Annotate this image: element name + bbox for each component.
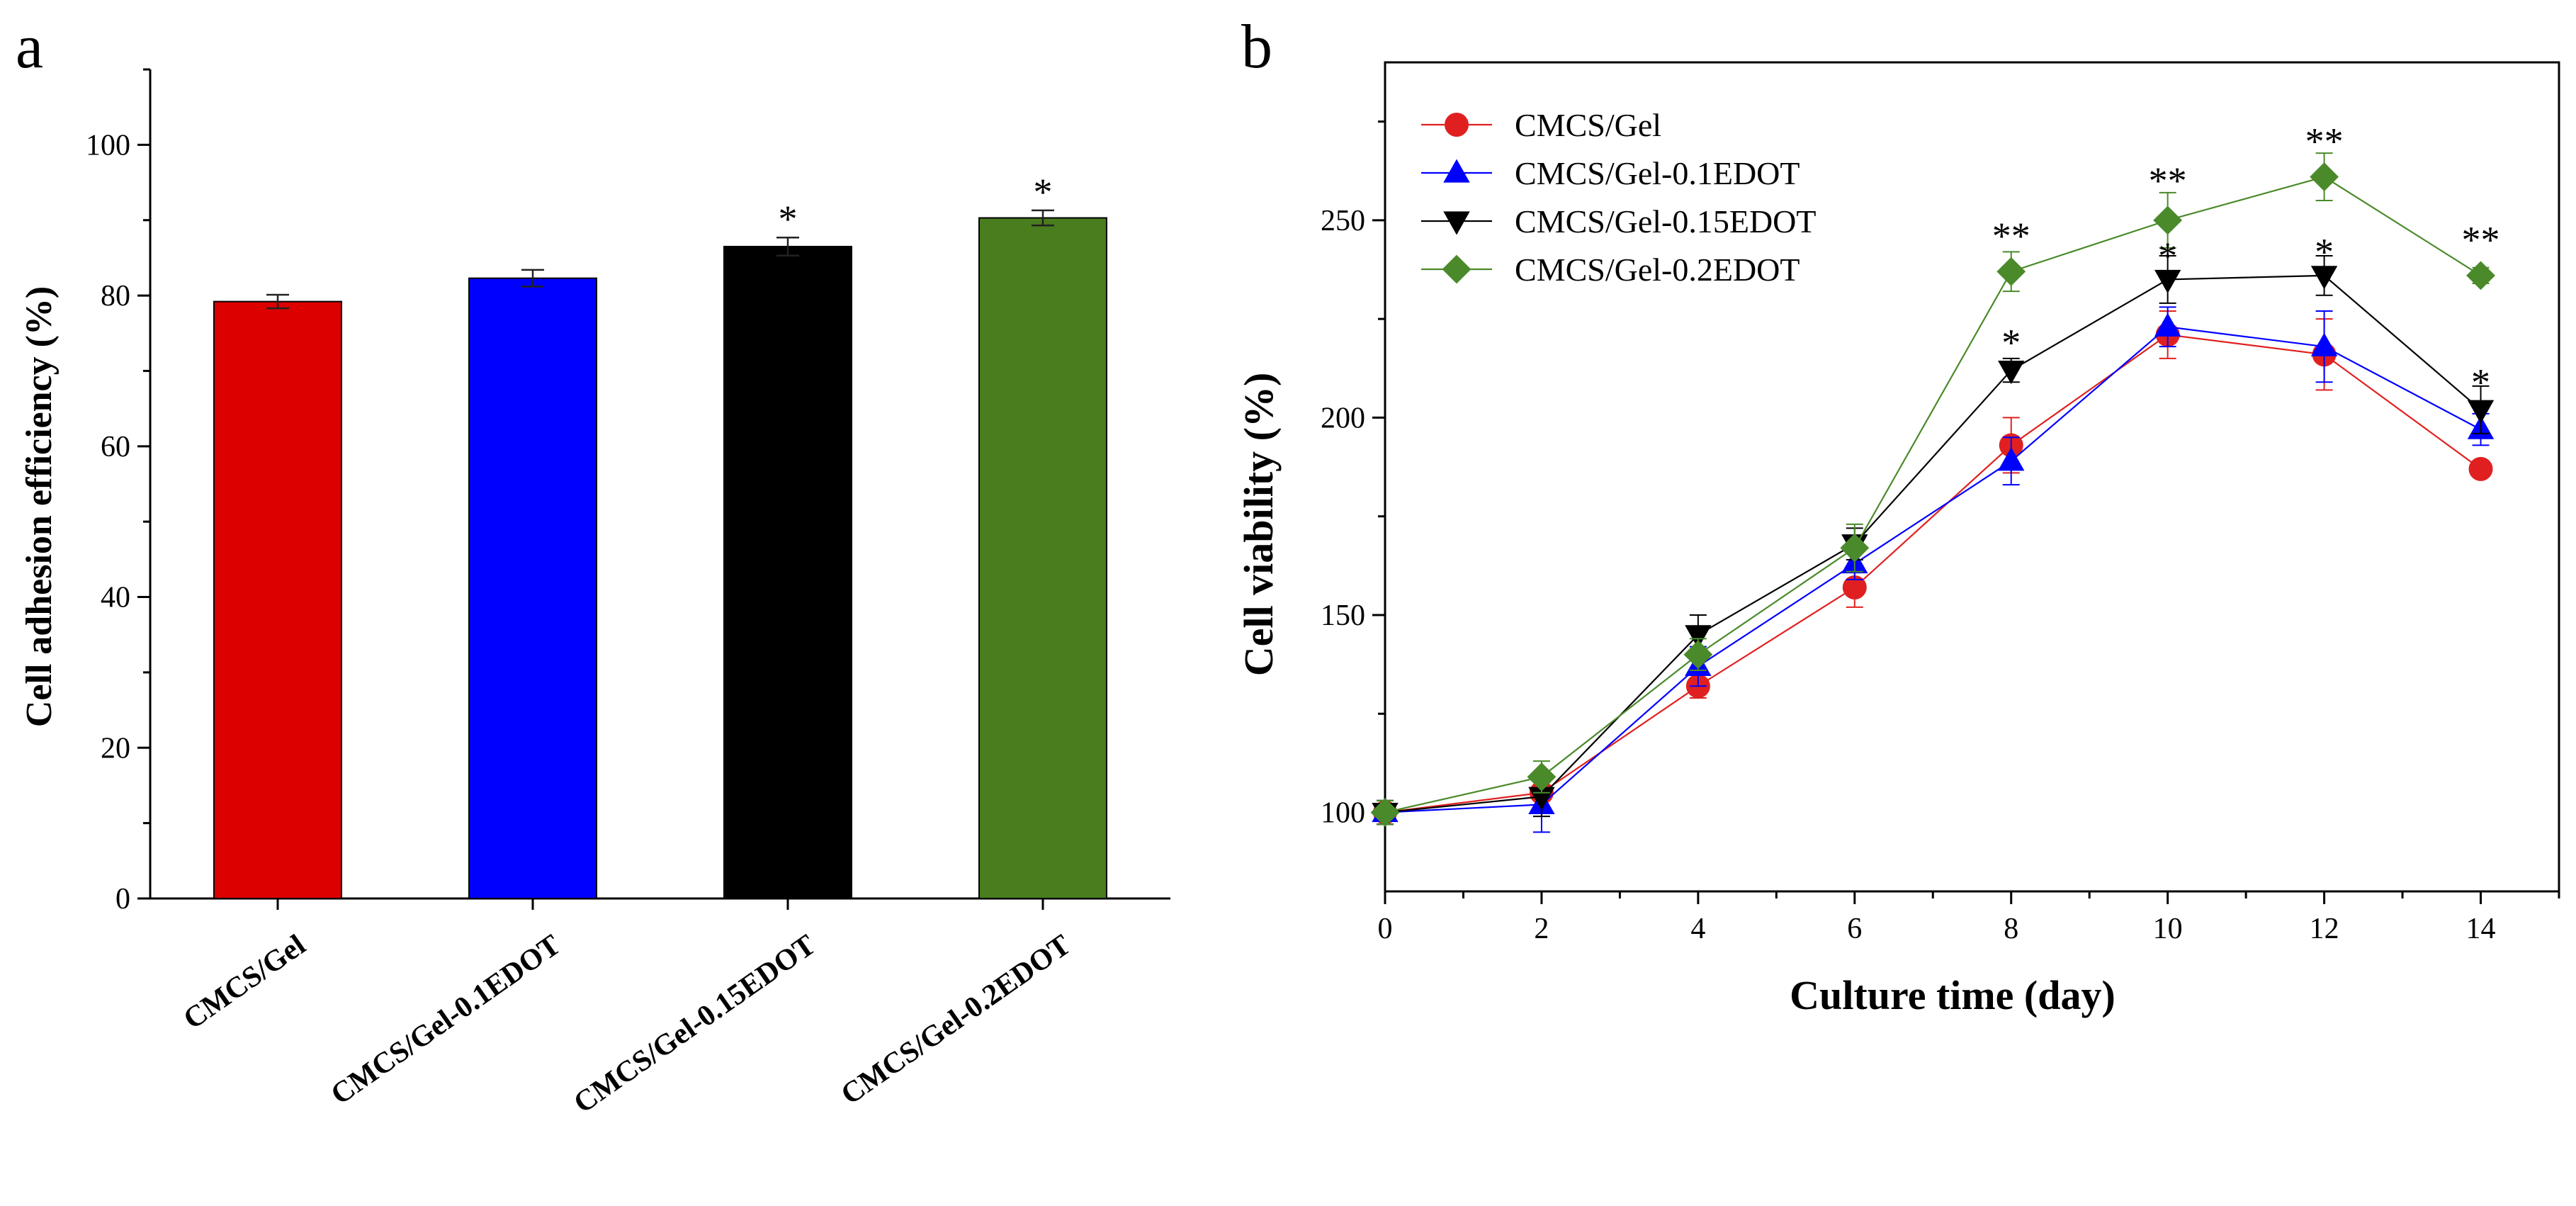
- significance-marker: *: [2158, 235, 2177, 277]
- data-point: [2310, 332, 2338, 356]
- bar: [723, 245, 852, 900]
- legend-label: CMCS/Gel-0.2EDOT: [1515, 252, 1800, 288]
- data-point: [2310, 266, 2338, 290]
- panel-b-x-tick-label: 8: [2004, 913, 2018, 945]
- panel-a-bars: **: [213, 171, 1107, 900]
- data-point: [2153, 205, 2183, 235]
- category-label: CMCS/Gel: [178, 929, 312, 1036]
- bar: [213, 300, 342, 900]
- legend-label: CMCS/Gel-0.15EDOT: [1515, 203, 1817, 239]
- significance-marker: **: [2462, 219, 2500, 261]
- panel-b-x-tick-label: 0: [1378, 913, 1393, 945]
- bar: [468, 277, 597, 899]
- data-point: [2468, 456, 2493, 481]
- data-point: [1683, 640, 1713, 670]
- panel-b-x-axis-title: Culture time (day): [1790, 972, 2115, 1018]
- panel-b-x-tick-label: 10: [2153, 913, 2183, 945]
- significance-marker: *: [779, 198, 798, 240]
- series-line: [1384, 176, 2482, 813]
- bar: [978, 217, 1107, 899]
- data-point: [2466, 261, 2495, 291]
- panel-b-series: [1370, 152, 2495, 833]
- panel-b-y-tick-label: 100: [1321, 797, 1365, 830]
- significance-marker: *: [2001, 322, 2021, 364]
- panel-b-ticks: 0 2 4 6 8 10 12 14 100 150 200 250: [1321, 120, 2560, 945]
- data-point: [1996, 257, 2026, 286]
- series-line: [1384, 274, 2482, 813]
- panel-b-x-tick-label: 12: [2310, 913, 2339, 945]
- data-point: [1370, 798, 1400, 827]
- series-diamond: [1370, 152, 2495, 827]
- panel-b-plot-frame: [1384, 61, 2560, 893]
- series-line: [1384, 326, 2482, 813]
- data-point: [1998, 360, 2025, 385]
- significance-marker: *: [2315, 230, 2334, 273]
- significance-marker: *: [1034, 171, 1053, 213]
- legend-marker: [1443, 159, 1470, 183]
- panel-a-y-tick-label: 40: [101, 582, 130, 614]
- legend-marker: [1443, 211, 1470, 235]
- series-triangle-up: [1372, 306, 2495, 833]
- significance-marker: **: [2305, 120, 2344, 162]
- data-point: [2154, 269, 2181, 293]
- series-line: [1384, 334, 2482, 813]
- panel-b-x-tick-label: 6: [1847, 913, 1862, 945]
- significance-marker: **: [2149, 159, 2187, 202]
- panel-b-y-axis-title: Cell viability (%): [1236, 373, 1282, 677]
- panel-b-frame: [1384, 61, 2560, 893]
- category-label: CMCS/Gel-0.1EDOT: [325, 929, 567, 1112]
- data-point: [2310, 162, 2339, 191]
- panel-a-y-tick-label: 0: [115, 883, 130, 915]
- panel-b-legend: CMCS/Gel CMCS/Gel-0.1EDOT CMCS/Gel-0.15EDO…: [1421, 107, 1817, 288]
- panel-a-x-labels: CMCS/Gel CMCS/Gel-0.1EDOT CMCS/Gel-0.15EDO…: [178, 929, 1077, 1120]
- legend-marker: [1442, 254, 1471, 284]
- panel-a-y-tick-label: 100: [86, 129, 130, 162]
- data-point: [2154, 312, 2181, 337]
- series-circle: [1373, 310, 2493, 825]
- panel-b-y-tick-label: 250: [1321, 205, 1365, 237]
- data-point: [1527, 762, 1557, 791]
- panel-b-significance: ********* ***: [1992, 120, 2500, 403]
- panel-a-y-ticks: 0 20 40 60 80 100: [86, 68, 150, 915]
- category-label: CMCS/Gel-0.15EDOT: [568, 929, 822, 1120]
- panel-b-x-tick-label: 14: [2466, 913, 2496, 945]
- panel-a-y-tick-label: 80: [101, 280, 130, 312]
- panel-b-y-tick-label: 200: [1321, 402, 1365, 434]
- legend-label: CMCS/Gel-0.1EDOT: [1515, 155, 1800, 191]
- significance-marker: *: [2471, 361, 2490, 403]
- data-point: [2467, 400, 2495, 424]
- panel-b-x-tick-label: 2: [1534, 913, 1549, 945]
- panel-a-y-tick-label: 20: [101, 732, 130, 765]
- data-point: [1685, 625, 1712, 649]
- legend-label: CMCS/Gel: [1515, 107, 1661, 143]
- data-point: [1998, 447, 2025, 471]
- significance-marker: **: [1992, 215, 2030, 257]
- panel-a-letter: a: [16, 13, 43, 81]
- panel-b-letter: b: [1241, 13, 1272, 81]
- panel-a-y-tick-label: 60: [101, 431, 130, 463]
- data-point: [1840, 533, 1870, 563]
- data-point: [1842, 575, 1867, 599]
- panel-b-y-tick-label: 150: [1321, 599, 1365, 632]
- category-label: CMCS/Gel-0.2EDOT: [835, 929, 1077, 1112]
- legend-marker: [1445, 113, 1469, 137]
- panel-b-x-tick-label: 4: [1690, 913, 1705, 945]
- panel-a-y-axis-title: Cell adhesion efficiency (%): [19, 286, 60, 727]
